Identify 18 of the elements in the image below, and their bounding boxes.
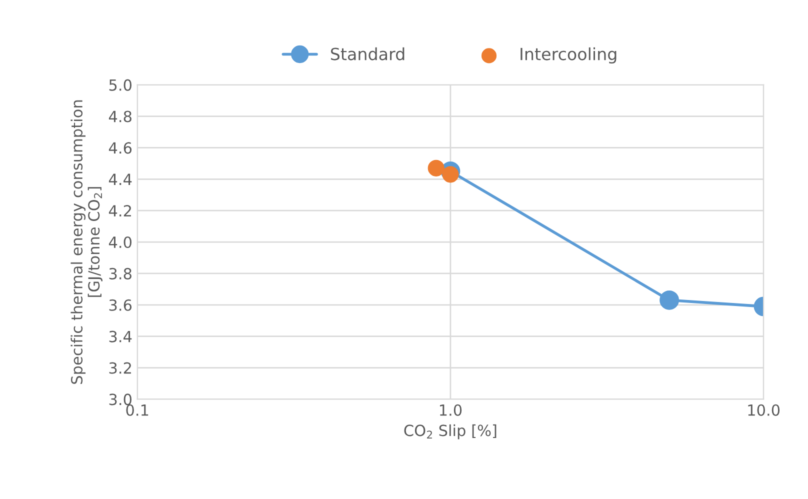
x-tick-label: 10.0: [748, 404, 780, 416]
x-tick-label: 0.1: [126, 404, 148, 416]
y-tick-label: 3.6: [109, 299, 132, 311]
y-tick-label: 3.4: [109, 330, 132, 342]
y-tick-label: 4.8: [108, 110, 132, 122]
y-axis-title: Specific thermal energy consumption [GJ/tonne CO$_{2}$]: [70, 100, 102, 384]
legend-label: Standard: [330, 47, 404, 60]
legend-label: Intercooling: [520, 47, 616, 64]
y-tick-label: 4.6: [108, 142, 132, 154]
y-tick-label: 4.2: [108, 205, 131, 216]
y-tick-label: 3.8: [109, 268, 132, 280]
y-tick-label: 4.0: [108, 236, 132, 248]
y-tick-label: 3.2: [109, 362, 131, 374]
y-tick-label: 4.4: [108, 174, 132, 185]
y-tick-label: 5.0: [109, 79, 132, 91]
y-tick-label: 3.0: [109, 394, 132, 406]
x-axis-title: CO$_{2}$ Slip [%]: [404, 424, 496, 440]
x-tick-label: 1.0: [440, 404, 462, 416]
